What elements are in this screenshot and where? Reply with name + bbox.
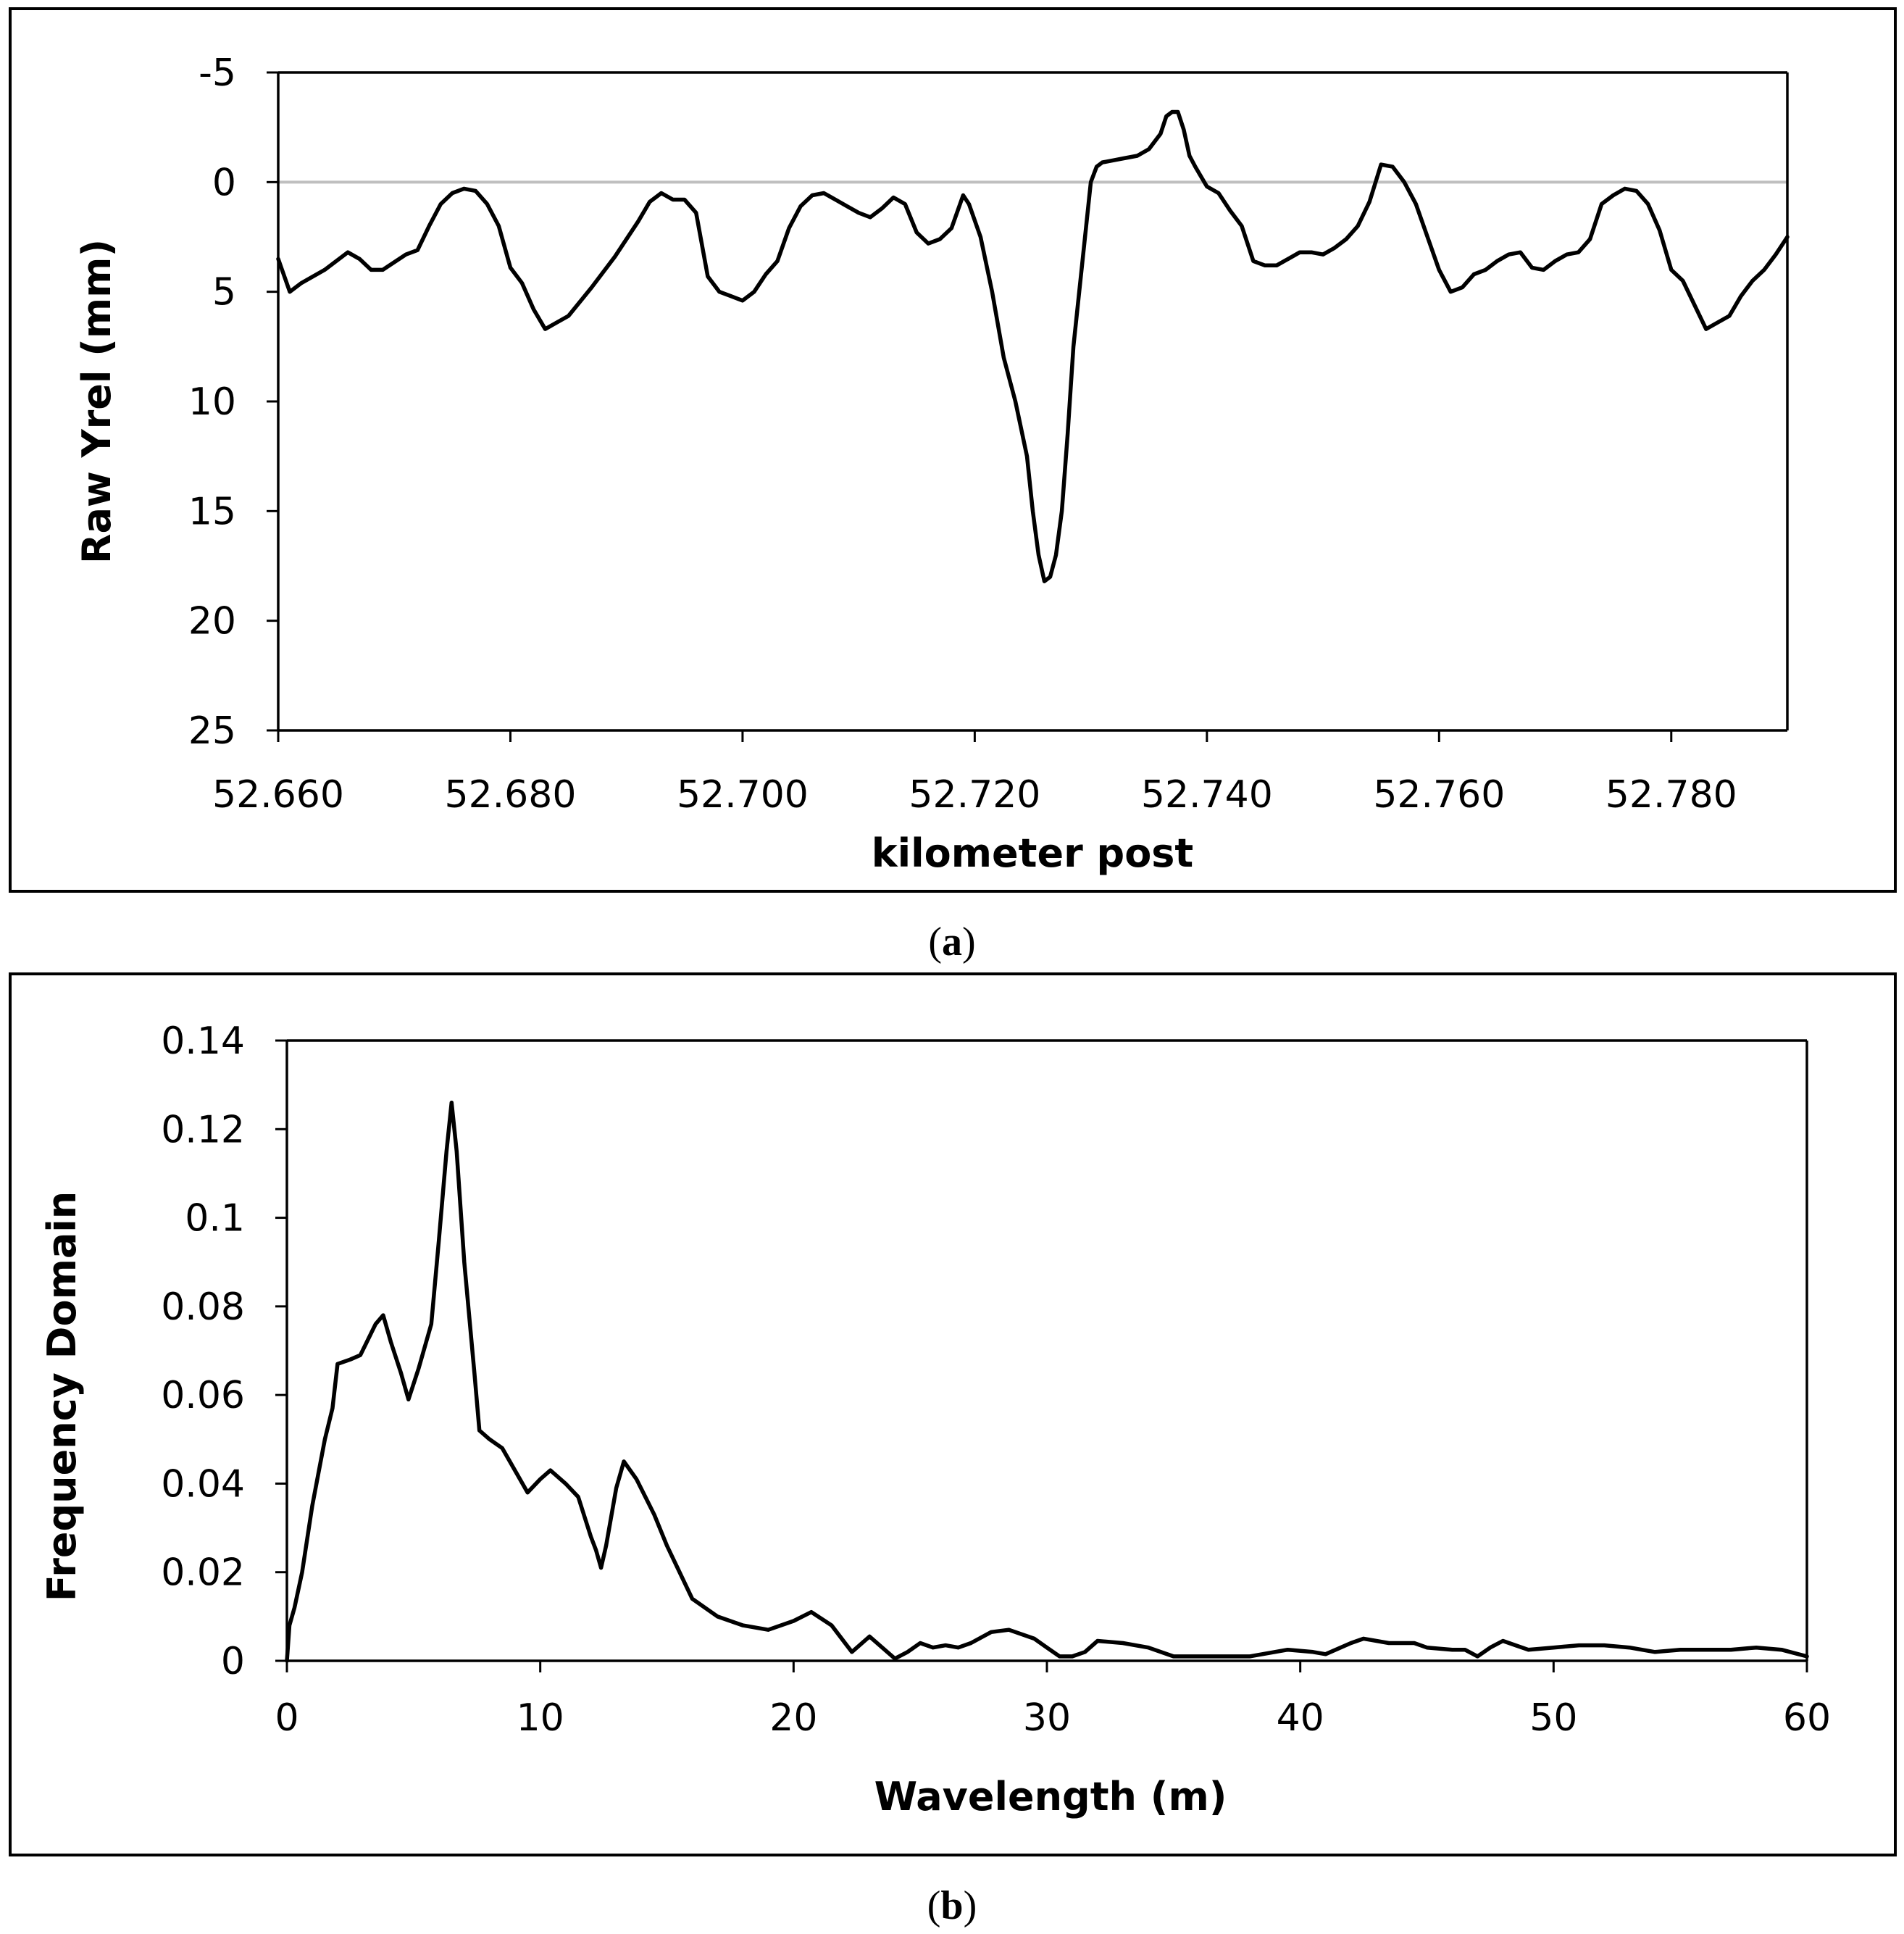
chart-b-series-layer bbox=[285, 1100, 1809, 1663]
chart-a-series-line bbox=[276, 109, 1790, 583]
chart-a-y-tick-label: 25 bbox=[188, 709, 236, 753]
chart-a-frame bbox=[9, 7, 1897, 893]
chart-a-caption: (a) bbox=[928, 920, 975, 964]
chart-a-x-tick-label: 52.680 bbox=[444, 773, 576, 817]
chart-a-x-tick-label: 52.740 bbox=[1141, 773, 1273, 817]
chart-a-y-tick-label: 20 bbox=[188, 600, 236, 643]
chart-b-caption: (b) bbox=[927, 1883, 977, 1928]
chart-a-x-tick-label: 52.760 bbox=[1373, 773, 1505, 817]
chart-a-x-tick-label: 52.700 bbox=[677, 773, 809, 817]
chart-b-y-tick-label: 0.1 bbox=[185, 1197, 245, 1241]
chart-b-y-ticks: 0 0.02 0.04 0.06 0.08 0.1 0.12 0.14 bbox=[161, 1020, 287, 1683]
chart-a-x-tick-label: 52.660 bbox=[212, 773, 344, 817]
chart-a-caption-letter: a bbox=[942, 920, 962, 964]
chart-b-caption-open: ( bbox=[927, 1883, 941, 1928]
chart-a-y-ticks: -5 0 5 10 15 20 25 bbox=[188, 51, 278, 753]
chart-a-y-tick-label: 15 bbox=[188, 490, 236, 533]
chart-b-y-tick-label: 0.02 bbox=[161, 1551, 245, 1595]
chart-b-frame bbox=[9, 972, 1897, 1856]
chart-b-series-line bbox=[285, 1100, 1809, 1663]
chart-b-x-tick-label: 30 bbox=[1023, 1696, 1071, 1740]
chart-b-y-tick-label: 0.04 bbox=[161, 1462, 245, 1506]
chart-a-y-tick-label: 5 bbox=[212, 271, 236, 314]
chart-a-y-tick-label: 0 bbox=[212, 161, 236, 204]
chart-a-x-ticks: 52.660 52.680 52.700 52.720 52.740 52.760 52.7… bbox=[212, 730, 1737, 817]
chart-b-x-tick-label: 60 bbox=[1783, 1696, 1831, 1740]
chart-b-y-tick-label: 0.06 bbox=[161, 1374, 245, 1417]
chart-a-caption-close: ) bbox=[962, 920, 976, 964]
chart-b-y-tick-label: 0 bbox=[221, 1640, 245, 1683]
chart-b-x-ticks: 0 10 20 30 40 50 60 bbox=[275, 1661, 1831, 1740]
chart-a-x-label: kilometer post bbox=[872, 830, 1194, 876]
chart-b-y-tick-label: 0.08 bbox=[161, 1285, 245, 1329]
chart-a-y-tick-label: 10 bbox=[188, 380, 236, 424]
chart-b-x-tick-label: 10 bbox=[517, 1696, 564, 1740]
chart-a-x-tick-label: 52.720 bbox=[909, 773, 1040, 817]
chart-b-x-tick-label: 0 bbox=[275, 1696, 298, 1740]
chart-b-x-tick-label: 40 bbox=[1277, 1696, 1324, 1740]
chart-b-x-label: Wavelength (m) bbox=[874, 1774, 1227, 1820]
chart-b-x-tick-label: 20 bbox=[769, 1696, 817, 1740]
chart-a-series-layer bbox=[276, 109, 1790, 583]
chart-b: 0 0.02 0.04 0.06 0.08 0.1 0.12 0.14 0 10 20 30 40 50… bbox=[9, 972, 1897, 1928]
chart-a-y-label: Raw Yrel (mm) bbox=[74, 239, 120, 564]
chart-b-y-tick-label: 0.14 bbox=[161, 1020, 245, 1063]
chart-b-y-label: Frequency Domain bbox=[39, 1191, 85, 1601]
chart-a-caption-open: ( bbox=[928, 920, 942, 964]
chart-b-y-tick-label: 0.12 bbox=[161, 1108, 245, 1151]
chart-a-y-tick-label: -5 bbox=[199, 51, 236, 95]
chart-b-x-tick-label: 50 bbox=[1529, 1696, 1577, 1740]
chart-a-x-tick-label: 52.780 bbox=[1606, 773, 1737, 817]
chart-b-caption-close: ) bbox=[964, 1883, 977, 1928]
chart-b-caption-letter: b bbox=[940, 1883, 963, 1928]
